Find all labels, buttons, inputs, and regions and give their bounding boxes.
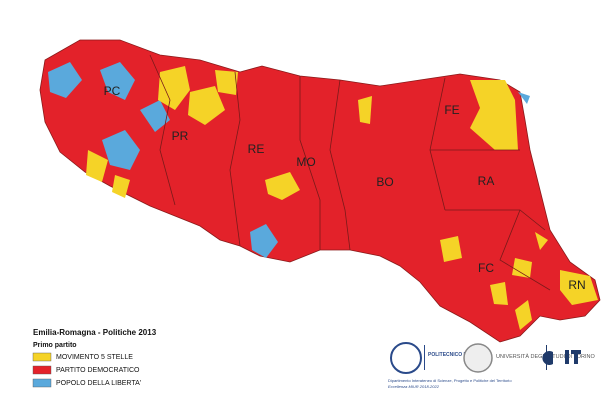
legend-label: POPOLO DELLA LIBERTA': [56, 380, 141, 387]
province-label: FE: [444, 103, 459, 117]
polito-name: POLITECNICO DI TORINO: [428, 352, 489, 358]
province-label: RA: [478, 174, 495, 188]
blue-areas: [48, 62, 530, 258]
province-label: PR: [172, 129, 189, 143]
yellow-areas: [86, 66, 598, 330]
province-label: BO: [376, 175, 393, 189]
province-borders: [149, 54, 551, 291]
legend-title: Emilia-Romagna - Politiche 2013: [33, 328, 157, 337]
logos: POLITECNICO DI TORINO UNIVERSITÀ DEGLI S…: [388, 342, 596, 389]
legend-subtitle: Primo partito: [33, 342, 77, 349]
unito-logo: [463, 343, 493, 373]
legend-swatch: [32, 352, 52, 362]
divider: [424, 345, 425, 370]
province-label: RN: [568, 278, 585, 292]
polito-logo: [390, 342, 422, 374]
province-label: PC: [104, 84, 121, 98]
region-map: PC PR RE MO BO FE RA FC RN: [39, 39, 601, 343]
legend-items: MOVIMENTO 5 STELLE PARTITO DEMOCRATICO POP…: [32, 352, 141, 388]
excellence: Eccellenza MIUR 2018-2022: [388, 384, 440, 389]
province-label: MO: [296, 155, 315, 169]
legend-label: MOVIMENTO 5 STELLE: [56, 354, 133, 361]
department: Dipartimento Interateneo di Scienze, Pro…: [388, 378, 512, 383]
legend: Emilia-Romagna - Politiche 2013 Primo pa…: [32, 328, 157, 388]
province-label: RE: [248, 142, 265, 156]
legend-swatch: [32, 365, 52, 375]
region: [39, 39, 601, 343]
province-label: FC: [478, 261, 494, 275]
legend-label: PARTITO DEMOCRATICO: [56, 367, 140, 374]
dist-logo: [542, 350, 581, 366]
legend-swatch: [32, 378, 52, 388]
